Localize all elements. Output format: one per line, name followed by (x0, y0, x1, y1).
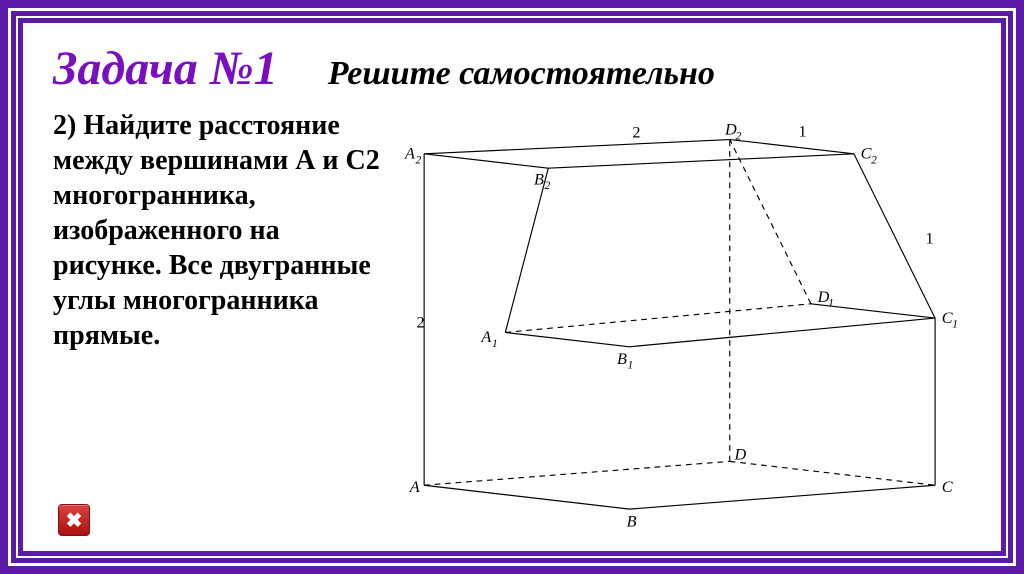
polyhedron-diagram: ABCDA1B1C1D1A2B2C2D22112 (393, 108, 971, 533)
slide-frame-outer: Задача №1 Решите самостоятельно 2) Найди… (0, 0, 1024, 574)
svg-text:2: 2 (416, 314, 424, 332)
svg-text:1: 1 (952, 319, 958, 331)
svg-text:1: 1 (828, 298, 834, 310)
title-main: Задача №1 (53, 41, 278, 96)
slide-frame-mid1: Задача №1 Решите самостоятельно 2) Найди… (8, 8, 1016, 566)
title-sub: Решите самостоятельно (328, 55, 715, 93)
close-icon: ✖ (66, 508, 83, 533)
close-button[interactable]: ✖ (58, 504, 90, 536)
problem-text: 2) Найдите расстояние между вершинами А … (53, 108, 383, 533)
problem-number: 2) (53, 110, 76, 141)
svg-text:A: A (409, 478, 420, 496)
svg-text:2: 2 (632, 124, 640, 142)
svg-text:1: 1 (492, 338, 498, 350)
svg-text:1: 1 (628, 360, 634, 372)
svg-text:2: 2 (735, 131, 741, 143)
svg-text:2: 2 (416, 154, 422, 166)
slide-frame-mid2: Задача №1 Решите самостоятельно 2) Найди… (16, 16, 1008, 558)
svg-text:1: 1 (926, 230, 934, 248)
svg-text:B: B (534, 170, 544, 188)
svg-text:C: C (942, 309, 953, 327)
svg-text:C: C (861, 145, 872, 163)
svg-text:C: C (942, 478, 953, 496)
svg-text:1: 1 (799, 123, 807, 141)
svg-text:B: B (617, 350, 627, 368)
diagram: ABCDA1B1C1D1A2B2C2D22112 (393, 108, 971, 533)
svg-text:A: A (404, 145, 415, 163)
svg-text:B: B (627, 512, 637, 530)
svg-text:2: 2 (871, 154, 877, 166)
slide-content: Задача №1 Решите самостоятельно 2) Найди… (23, 23, 1001, 551)
content-row: 2) Найдите расстояние между вершинами А … (53, 108, 971, 533)
problem-body: Найдите расстояние между вершинами А и С… (53, 110, 380, 351)
svg-text:A: A (480, 328, 491, 346)
svg-text:D: D (734, 445, 747, 463)
svg-text:2: 2 (544, 180, 550, 192)
header: Задача №1 Решите самостоятельно (53, 41, 971, 96)
